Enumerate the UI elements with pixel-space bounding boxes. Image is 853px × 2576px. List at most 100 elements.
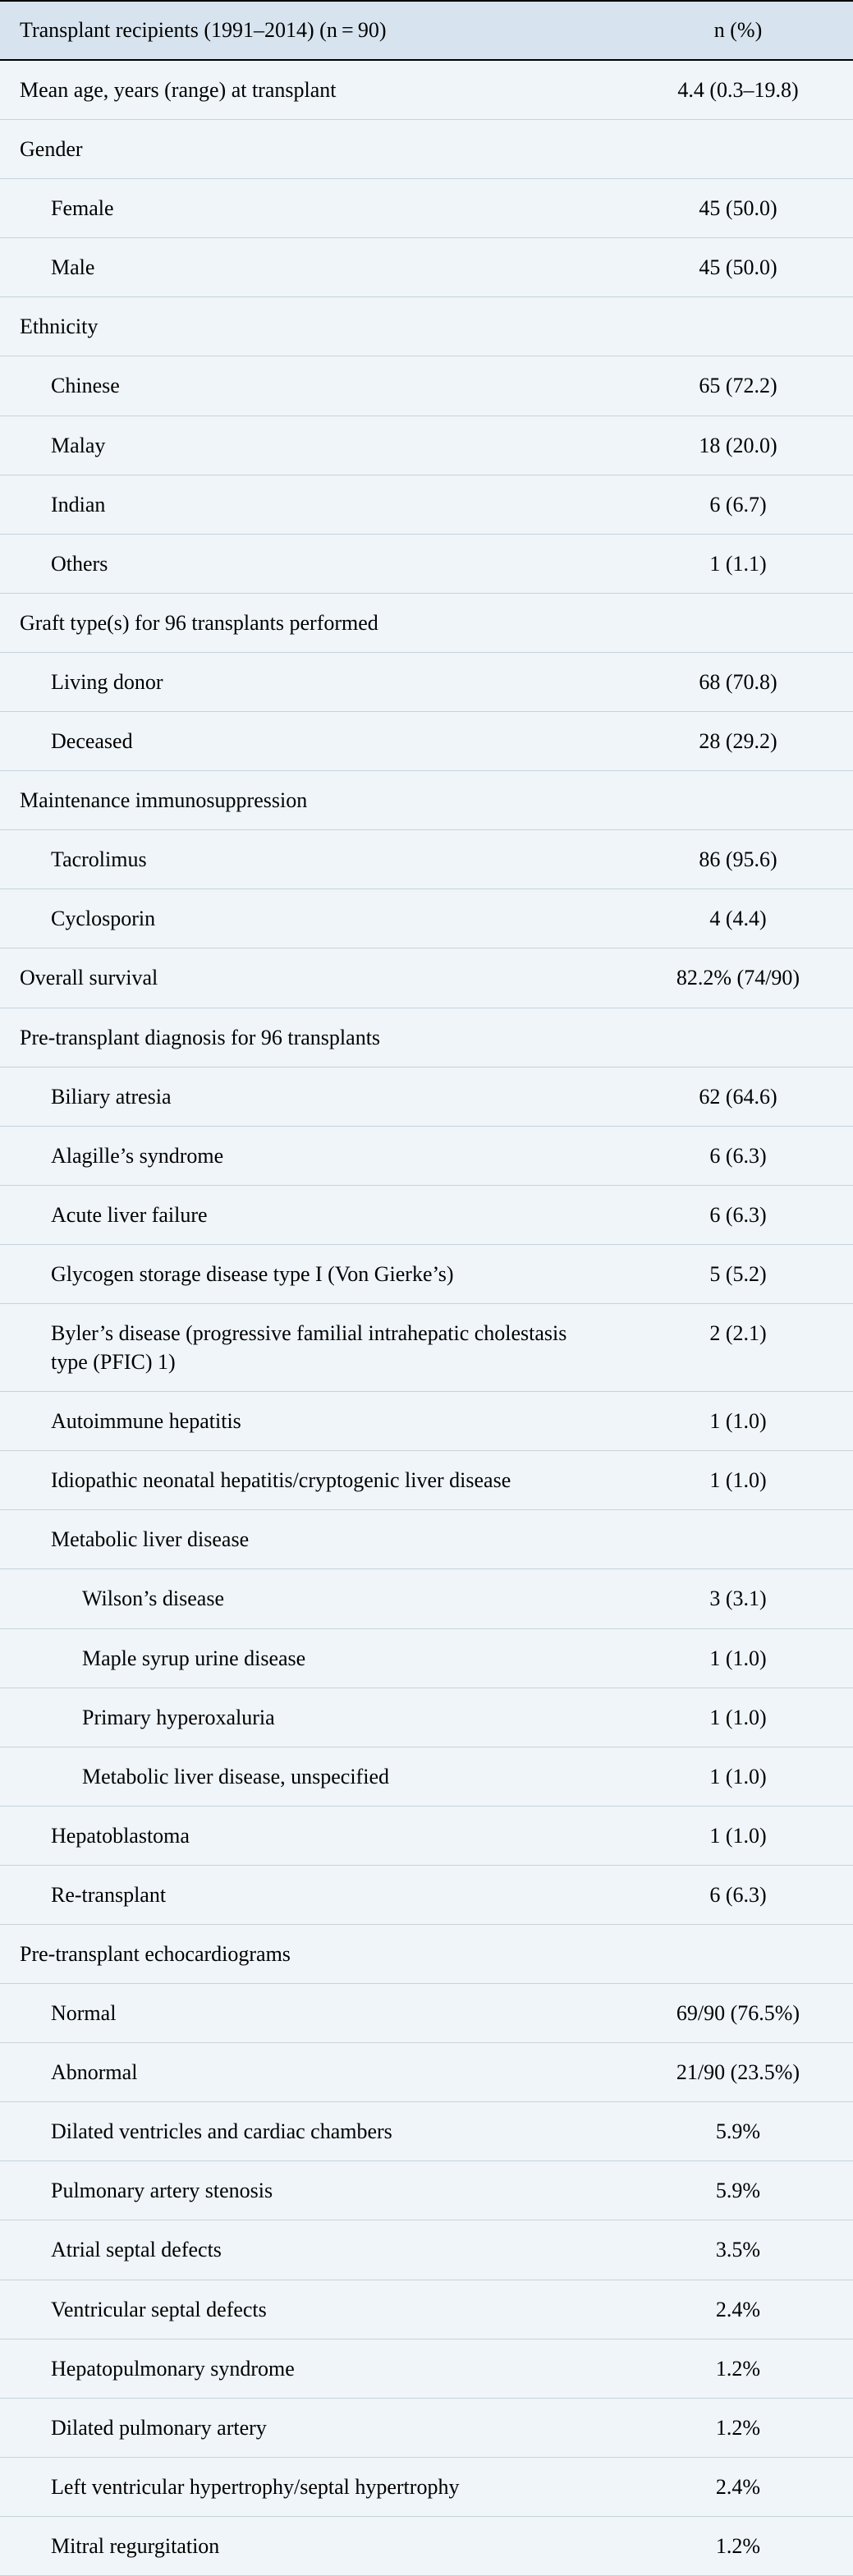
row-label: Pre-transplant diagnosis for 96 transpla… <box>0 1008 623 1067</box>
table-row: Mean age, years (range) at transplant4.4… <box>0 60 853 120</box>
row-label: Indian <box>0 475 623 534</box>
row-value: 1 (1.0) <box>623 1687 853 1747</box>
row-value <box>623 120 853 179</box>
row-value: 1.2% <box>623 2398 853 2457</box>
row-value: 1 (1.0) <box>623 1451 853 1510</box>
row-label: Gender <box>0 120 623 179</box>
table-row: Alagille’s syndrome6 (6.3) <box>0 1126 853 1185</box>
table-row: Glycogen storage disease type I (Von Gie… <box>0 1244 853 1303</box>
table-row: Metabolic liver disease <box>0 1510 853 1569</box>
row-value: 1 (1.1) <box>623 534 853 593</box>
table-row: Byler’s disease (progressive familial in… <box>0 1303 853 1391</box>
row-value: 21/90 (23.5%) <box>623 2043 853 2102</box>
row-value <box>623 593 853 652</box>
row-value: 45 (50.0) <box>623 179 853 238</box>
row-value <box>623 297 853 356</box>
row-value: 5.9% <box>623 2102 853 2161</box>
table-row: Dilated ventricles and cardiac chambers5… <box>0 2102 853 2161</box>
row-value: 1 (1.0) <box>623 1628 853 1687</box>
row-value: 1 (1.0) <box>623 1806 853 1865</box>
table-row: Indian6 (6.7) <box>0 475 853 534</box>
table-row: Mitral regurgitation1.2% <box>0 2516 853 2575</box>
row-value: 1 (1.0) <box>623 1392 853 1451</box>
row-label: Primary hyperoxaluria <box>0 1687 623 1747</box>
row-value: 65 (72.2) <box>623 356 853 416</box>
row-value <box>623 1925 853 1984</box>
table-row: Hepatopulmonary syndrome1.2% <box>0 2339 853 2398</box>
row-label: Idiopathic neonatal hepatitis/cryptogeni… <box>0 1451 623 1510</box>
row-value: 6 (6.3) <box>623 1126 853 1185</box>
table-row: Ventricular septal defects2.4% <box>0 2280 853 2339</box>
row-value: 5 (5.2) <box>623 1244 853 1303</box>
row-value: 2.4% <box>623 2280 853 2339</box>
table-row: Abnormal21/90 (23.5%) <box>0 2043 853 2102</box>
row-label: Others <box>0 534 623 593</box>
row-label: Malay <box>0 416 623 475</box>
row-value: 28 (29.2) <box>623 712 853 771</box>
row-value: 6 (6.3) <box>623 1865 853 1924</box>
row-label: Biliary atresia <box>0 1067 623 1126</box>
row-value <box>623 1510 853 1569</box>
header-value: n (%) <box>623 1 853 60</box>
table-row: Male45 (50.0) <box>0 238 853 297</box>
table-row: Maple syrup urine disease1 (1.0) <box>0 1628 853 1687</box>
transplant-table: Transplant recipients (1991–2014) (n = 9… <box>0 0 853 2576</box>
table-body: Mean age, years (range) at transplant4.4… <box>0 60 853 2576</box>
row-label: Normal <box>0 1984 623 2043</box>
table-row: Pre-transplant echocardiograms <box>0 1925 853 1984</box>
row-value: 2.4% <box>623 2457 853 2516</box>
row-label: Pre-transplant echocardiograms <box>0 1925 623 1984</box>
table-row: Maintenance immunosuppression <box>0 771 853 830</box>
row-value <box>623 771 853 830</box>
row-value: 4 (4.4) <box>623 889 853 948</box>
table-row: Biliary atresia62 (64.6) <box>0 1067 853 1126</box>
row-label: Deceased <box>0 712 623 771</box>
row-value: 6 (6.7) <box>623 475 853 534</box>
row-value: 82.2% (74/90) <box>623 948 853 1008</box>
row-label: Female <box>0 179 623 238</box>
row-value: 1 (1.0) <box>623 1747 853 1806</box>
row-label: Mitral regurgitation <box>0 2516 623 2575</box>
table-row: Atrial septal defects3.5% <box>0 2220 853 2280</box>
row-label: Metabolic liver disease, unspecified <box>0 1747 623 1806</box>
header-label: Transplant recipients (1991–2014) (n = 9… <box>0 1 623 60</box>
row-value: 69/90 (76.5%) <box>623 1984 853 2043</box>
table-row: Metabolic liver disease, unspecified1 (1… <box>0 1747 853 1806</box>
row-label: Chinese <box>0 356 623 416</box>
row-label: Mean age, years (range) at transplant <box>0 60 623 120</box>
table-row: Malay18 (20.0) <box>0 416 853 475</box>
table-row: Dilated pulmonary artery1.2% <box>0 2398 853 2457</box>
row-label: Maintenance immunosuppression <box>0 771 623 830</box>
row-label: Pulmonary artery stenosis <box>0 2161 623 2220</box>
row-label: Abnormal <box>0 2043 623 2102</box>
row-value: 3.5% <box>623 2220 853 2280</box>
table-row: Primary hyperoxaluria1 (1.0) <box>0 1687 853 1747</box>
row-label: Living donor <box>0 652 623 711</box>
row-label: Dilated ventricles and cardiac chambers <box>0 2102 623 2161</box>
table-row: Acute liver failure6 (6.3) <box>0 1185 853 1244</box>
row-label: Alagille’s syndrome <box>0 1126 623 1185</box>
row-label: Tacrolimus <box>0 830 623 889</box>
table-row: Pulmonary artery stenosis5.9% <box>0 2161 853 2220</box>
table-row: Others1 (1.1) <box>0 534 853 593</box>
row-label: Autoimmune hepatitis <box>0 1392 623 1451</box>
table-row: Graft type(s) for 96 transplants perform… <box>0 593 853 652</box>
row-label: Atrial septal defects <box>0 2220 623 2280</box>
row-value: 86 (95.6) <box>623 830 853 889</box>
row-value: 45 (50.0) <box>623 238 853 297</box>
row-label: Hepatoblastoma <box>0 1806 623 1865</box>
row-label: Wilson’s disease <box>0 1569 623 1628</box>
row-value: 4.4 (0.3–19.8) <box>623 60 853 120</box>
table-row: Normal69/90 (76.5%) <box>0 1984 853 2043</box>
table-row: Tacrolimus86 (95.6) <box>0 830 853 889</box>
table-row: Pre-transplant diagnosis for 96 transpla… <box>0 1008 853 1067</box>
row-value <box>623 1008 853 1067</box>
row-value: 62 (64.6) <box>623 1067 853 1126</box>
row-label: Graft type(s) for 96 transplants perform… <box>0 593 623 652</box>
table-row: Idiopathic neonatal hepatitis/cryptogeni… <box>0 1451 853 1510</box>
row-label: Ventricular septal defects <box>0 2280 623 2339</box>
table-row: Autoimmune hepatitis1 (1.0) <box>0 1392 853 1451</box>
table-row: Ethnicity <box>0 297 853 356</box>
row-label: Cyclosporin <box>0 889 623 948</box>
table-row: Gender <box>0 120 853 179</box>
